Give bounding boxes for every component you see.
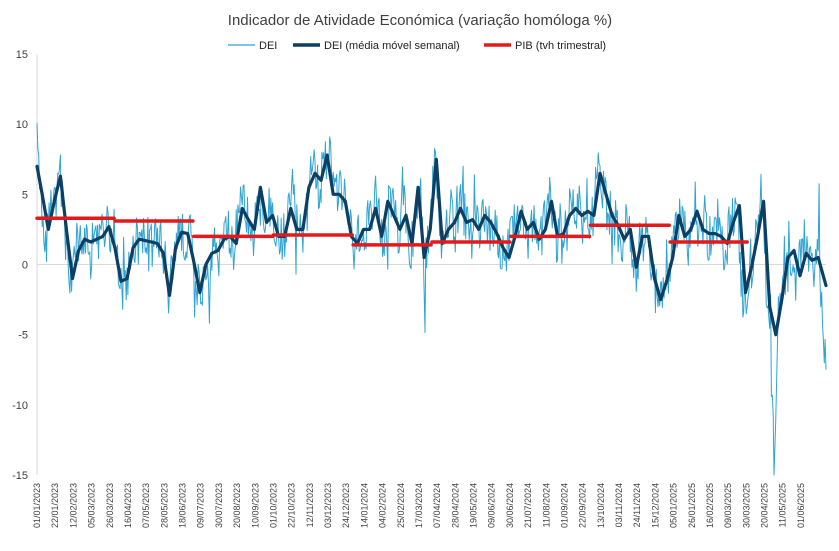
series-line-moving-average: [35, 153, 828, 337]
x-tick-label: 17/03/2024: [414, 483, 424, 528]
x-tick-label: 22/01/2023: [50, 483, 60, 528]
x-tick-label: 24/11/2024: [632, 483, 642, 527]
x-tick-label: 30/03/2025: [741, 483, 751, 528]
legend-label-pib: PIB (tvh trimestral): [515, 40, 606, 52]
x-tick-label: 01/01/2023: [32, 483, 42, 528]
x-tick-label: 16/02/2025: [705, 483, 715, 528]
x-tick-label: 05/03/2023: [87, 483, 97, 528]
x-tick-label: 09/06/2024: [487, 483, 497, 528]
x-tick-label: 07/05/2023: [141, 483, 151, 528]
x-tick-label: 05/01/2025: [669, 483, 679, 528]
x-tick-label: 16/04/2023: [123, 483, 133, 528]
y-tick-label: 0: [22, 260, 28, 272]
x-tick-label: 01/10/2023: [268, 483, 278, 528]
y-tick-label: -15: [12, 470, 28, 482]
y-tick-label: 15: [16, 49, 28, 61]
legend: DEI DEI (média móvel semanal) PIB (tvh t…: [228, 40, 606, 52]
x-tick-label: 21/07/2024: [523, 483, 533, 528]
x-tick-label: 22/10/2023: [287, 483, 297, 528]
x-tick-label: 10/09/2023: [250, 483, 260, 528]
x-tick-label: 30/07/2023: [214, 483, 224, 528]
x-tick-label: 07/04/2024: [432, 483, 442, 528]
x-tick-label: 12/11/2023: [305, 483, 315, 527]
x-tick-label: 09/07/2023: [196, 483, 206, 528]
x-tick-label: 03/11/2024: [614, 483, 624, 527]
x-tick-label: 01/09/2024: [559, 483, 569, 528]
x-tick-label: 13/10/2024: [596, 483, 606, 528]
x-tick-label: 26/01/2025: [687, 483, 697, 528]
legend-label-moving-average: DEI (média móvel semanal): [324, 40, 460, 52]
x-tick-label: 09/03/2025: [723, 483, 733, 528]
x-tick-label: 20/08/2023: [232, 483, 242, 528]
x-tick-label: 26/03/2023: [105, 483, 115, 528]
x-tick-label: 15/12/2024: [650, 483, 660, 528]
chart-title: Indicador de Atividade Económica (variaç…: [228, 12, 612, 29]
y-tick-label: -10: [12, 400, 28, 412]
x-tick-label: 12/02/2023: [68, 483, 78, 528]
x-tick-label: 04/02/2024: [378, 483, 388, 528]
x-tick-label: 18/06/2023: [178, 483, 188, 528]
x-tick-label: 19/05/2024: [469, 483, 479, 528]
x-tick-label: 01/06/2025: [796, 483, 806, 528]
x-tick-label: 24/12/2023: [341, 483, 351, 528]
x-tick-label: 11/05/2025: [778, 483, 788, 527]
x-tick-label: 20/04/2025: [760, 483, 770, 528]
x-tick-label: 25/02/2024: [396, 483, 406, 528]
x-tick-label: 03/12/2023: [323, 483, 333, 528]
y-tick-label: -5: [18, 330, 28, 342]
series-line-dei: [36, 122, 827, 476]
x-tick-label: 28/05/2023: [159, 483, 169, 528]
x-tick-label: 30/06/2024: [505, 483, 515, 528]
x-tick-label: 14/01/2024: [359, 483, 369, 528]
legend-label-dei: DEI: [259, 40, 277, 52]
x-tick-label: 11/08/2024: [541, 483, 551, 527]
x-tick-label: 22/09/2024: [578, 483, 588, 528]
y-tick-label: 10: [16, 119, 28, 131]
plot-area: -15 -10 -5 0 5 10 15 01/01/2023 22/01/2023 12/02/…: [12, 49, 828, 528]
x-tick-label: 28/04/2024: [450, 483, 460, 528]
y-tick-label: 5: [22, 189, 28, 201]
